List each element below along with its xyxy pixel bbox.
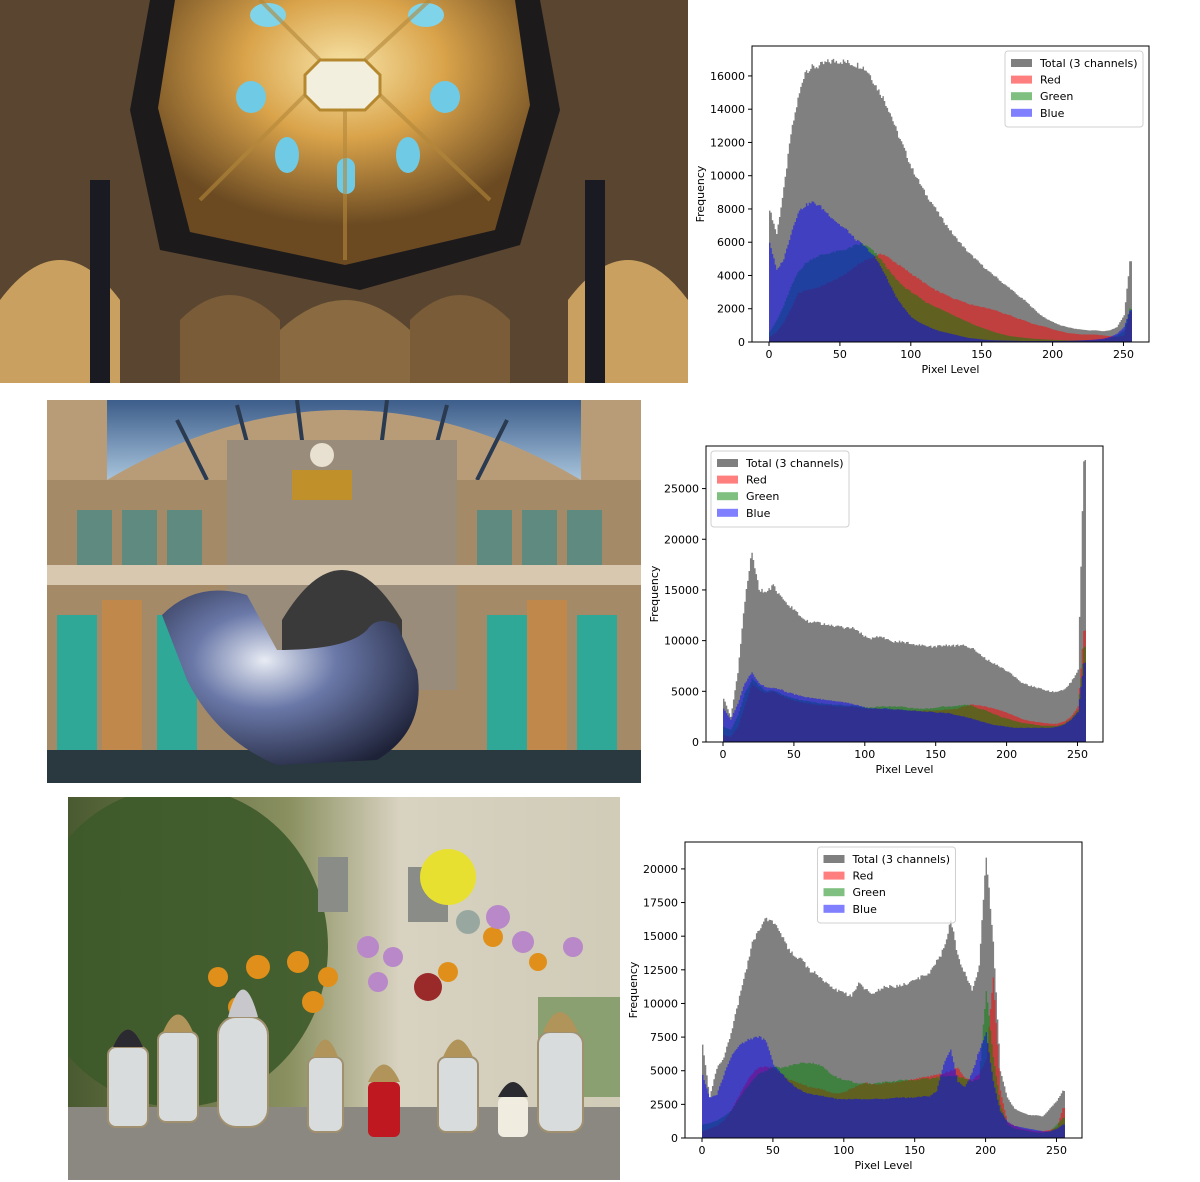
red-legend-label: Red [746, 474, 767, 487]
x-tick-label: 150 [925, 748, 946, 761]
x-tick-label: 0 [699, 1144, 706, 1157]
blue-legend-label: Blue [853, 903, 878, 916]
red-legend-label: Red [1040, 74, 1061, 87]
x-tick-label: 200 [975, 1144, 996, 1157]
blue-series [723, 662, 1086, 742]
y-axis-label: Frequency [694, 165, 707, 222]
y-tick-label: 5000 [650, 1065, 678, 1078]
histogram-chart-3: 0 50 100 150 200 250 0 2500 5000 7500 10000 12500 15… [620, 836, 1100, 1181]
total-legend-swatch [717, 459, 738, 467]
photo-dome-interior [0, 0, 688, 383]
y-tick-label: 5000 [671, 685, 699, 698]
y-axis-label: Frequency [648, 565, 661, 622]
total-legend-swatch [823, 855, 845, 863]
total-legend-label: Total (3 channels) [1039, 57, 1138, 70]
total-legend-label: Total (3 channels) [852, 853, 951, 866]
blue-legend-swatch [717, 508, 738, 517]
histogram-chart-1: 0 50 100 150 200 250 0 2000 4000 6000 8000 10000 120… [690, 40, 1170, 385]
y-tick-label: 25000 [664, 483, 699, 496]
y-tick-label: 8000 [717, 203, 745, 216]
blue-legend-swatch [823, 904, 845, 913]
green-legend-swatch [717, 492, 738, 501]
red-legend-swatch [717, 475, 738, 484]
total-legend-swatch [1011, 59, 1032, 67]
y-tick-label: 12000 [710, 136, 745, 149]
x-tick-label: 250 [1046, 1144, 1067, 1157]
axes-frame [751, 45, 1150, 343]
y-tick-label: 4000 [717, 269, 745, 282]
x-tick-label: 150 [904, 1144, 925, 1157]
blue-legend-label: Blue [746, 507, 771, 520]
y-tick-label: 12500 [643, 964, 678, 977]
legend: Total (3 channels) Red Green Blue [1004, 50, 1144, 128]
blue-series [769, 201, 1132, 342]
y-tick-label: 16000 [710, 70, 745, 83]
x-tick-label: 100 [900, 348, 921, 361]
x-tick-label: 150 [971, 348, 992, 361]
x-tick-label: 50 [787, 748, 801, 761]
chart-svg: 0 50 100 150 200 250 0 2000 4000 6000 8000 10000 120… [694, 45, 1150, 376]
y-tick-label: 10000 [710, 170, 745, 183]
legend: Total (3 channels) Red Green Blue [817, 846, 956, 924]
x-tick-label: 200 [1042, 348, 1063, 361]
chart-svg: 0 50 100 150 200 2500250050007500100001250015… [627, 841, 1083, 1172]
green-legend-label: Green [746, 490, 779, 503]
axes-frame [684, 841, 1083, 1139]
x-tick-label: 0 [720, 748, 727, 761]
blue-series [702, 1032, 1065, 1138]
blue-legend-swatch [1011, 108, 1032, 117]
green-legend-label: Green [1040, 90, 1073, 103]
y-tick-label: 20000 [643, 863, 678, 876]
y-tick-label: 20000 [664, 533, 699, 546]
x-tick-label: 50 [833, 348, 847, 361]
photo-memorial-candles [68, 797, 620, 1180]
green-legend-swatch [823, 888, 845, 897]
y-tick-label: 2000 [717, 303, 745, 316]
y-tick-label: 0 [738, 336, 745, 349]
x-tick-label: 200 [996, 748, 1017, 761]
y-tick-label: 14000 [710, 103, 745, 116]
y-tick-label: 15000 [643, 930, 678, 943]
y-tick-label: 0 [671, 1132, 678, 1145]
x-tick-label: 50 [766, 1144, 780, 1157]
plot-area [723, 459, 1086, 742]
blue-legend-label: Blue [1040, 107, 1065, 120]
red-legend-swatch [1011, 75, 1032, 84]
legend: Total (3 channels) Red Green Blue [710, 450, 850, 528]
plot-area [702, 857, 1065, 1138]
green-legend-label: Green [853, 886, 886, 899]
total-series [723, 459, 1086, 742]
x-tick-label: 0 [766, 348, 773, 361]
y-tick-label: 17500 [643, 897, 678, 910]
y-tick-label: 7500 [650, 1031, 678, 1044]
y-tick-label: 2500 [650, 1098, 678, 1111]
plot-area [769, 58, 1132, 342]
y-tick-label: 15000 [664, 584, 699, 597]
x-tick-label: 250 [1113, 348, 1134, 361]
x-axis-label: Pixel Level [876, 763, 934, 776]
station-illustration [47, 400, 641, 783]
x-tick-label: 100 [833, 1144, 854, 1157]
total-legend-label: Total (3 channels) [745, 457, 844, 470]
x-axis-label: Pixel Level [922, 363, 980, 376]
candles-illustration [68, 797, 620, 1180]
x-tick-label: 100 [854, 748, 875, 761]
dome-illustration [0, 0, 688, 383]
y-tick-label: 6000 [717, 236, 745, 249]
chart-svg: 0 50 100 150 200 250 0 5000 10000 15000 20000 25000… [648, 445, 1104, 776]
green-legend-swatch [1011, 92, 1032, 101]
red-legend-label: Red [853, 870, 874, 883]
y-tick-label: 10000 [643, 997, 678, 1010]
y-tick-label: 10000 [664, 635, 699, 648]
y-axis-label: Frequency [627, 961, 640, 1018]
y-tick-label: 0 [692, 736, 699, 749]
histogram-chart-2: 0 50 100 150 200 250 0 5000 10000 15000 20000 25000… [640, 440, 1120, 785]
axes-frame [705, 445, 1104, 743]
x-axis-label: Pixel Level [855, 1159, 913, 1172]
x-tick-label: 250 [1067, 748, 1088, 761]
photo-station-sculpture [47, 400, 641, 783]
red-legend-swatch [823, 871, 845, 880]
